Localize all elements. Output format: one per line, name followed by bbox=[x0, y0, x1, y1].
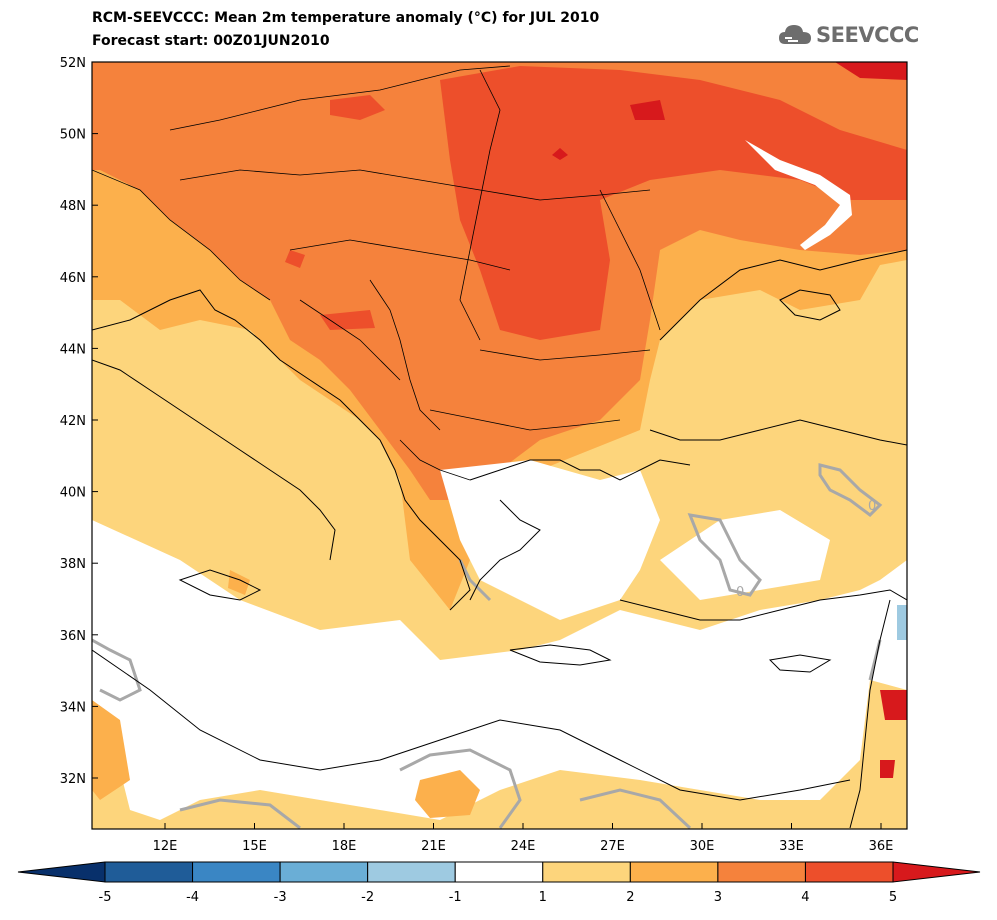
lat-tick-label: 36N bbox=[60, 629, 86, 644]
lon-tick-label: 21E bbox=[421, 839, 446, 854]
lon-tick-label: 12E bbox=[153, 839, 178, 854]
colorbar-tick-label: -4 bbox=[186, 890, 199, 905]
colorbar-segment bbox=[542, 861, 631, 883]
logo-text: SEEVCCC bbox=[816, 23, 919, 47]
colorbar-segment bbox=[104, 861, 194, 883]
anomaly-band-near-zero bbox=[92, 460, 907, 820]
contour-label: 0 bbox=[736, 585, 744, 600]
forecast-start-label: Forecast start: 00Z01JUN2010 bbox=[92, 33, 330, 49]
contour-label: 0 bbox=[868, 499, 876, 514]
anomaly-patch-africa bbox=[92, 570, 480, 818]
colorbar-tick-label: 1 bbox=[539, 890, 547, 905]
colorbar-tick-label: -3 bbox=[274, 890, 287, 905]
lat-tick-label: 46N bbox=[60, 271, 86, 286]
colorbar: -5 -4 -3 -2 -1 1 2 3 4 5 bbox=[17, 861, 981, 905]
colorbar-arrow-right bbox=[892, 861, 981, 883]
colorbar-tick-label: 3 bbox=[714, 890, 722, 905]
lat-tick-label: 38N bbox=[60, 557, 86, 572]
map-frame bbox=[91, 61, 908, 830]
lat-tick-label: 52N bbox=[60, 56, 86, 71]
zero-contours bbox=[92, 463, 883, 829]
colorbar-segment bbox=[804, 861, 894, 883]
lat-tick-label: 32N bbox=[60, 772, 86, 787]
anomaly-band-minus-1-2 bbox=[897, 605, 907, 640]
river-mask bbox=[745, 140, 852, 250]
lat-tick-label: 48N bbox=[60, 199, 86, 214]
anomaly-field: 0 0 bbox=[92, 62, 907, 829]
lon-tick-label: 18E bbox=[332, 839, 357, 854]
lon-tick-label: 30E bbox=[690, 839, 715, 854]
colorbar-segment bbox=[629, 861, 719, 883]
coastlines bbox=[92, 65, 907, 829]
cloud-icon bbox=[779, 25, 811, 44]
map-title: RCM-SEEVCCC: Mean 2m temperature anomaly… bbox=[92, 10, 600, 26]
colorbar-tick-label: 5 bbox=[889, 890, 897, 905]
seevccc-logo: SEEVCCC bbox=[778, 22, 919, 48]
colorbar-tick-label: 4 bbox=[801, 890, 809, 905]
lon-tick-label: 33E bbox=[779, 839, 804, 854]
lat-tick-label: 50N bbox=[60, 128, 86, 143]
lon-tick-label: 27E bbox=[600, 839, 625, 854]
lon-tick-label: 15E bbox=[242, 839, 267, 854]
lat-tick-label: 42N bbox=[60, 414, 86, 429]
lat-tick-label: 44N bbox=[60, 342, 86, 357]
latitude-axis: 52N 50N 48N 46N 44N 42N 40N 38N 36N 34N 32N bbox=[60, 56, 98, 787]
longitude-axis: 12E 15E 18E 21E 24E 27E 30E 33E 36E bbox=[153, 823, 894, 854]
colorbar-segment bbox=[192, 861, 281, 883]
colorbar-segment bbox=[454, 861, 544, 883]
colorbar-tick-label: -2 bbox=[361, 890, 374, 905]
colorbar-arrow-left bbox=[17, 861, 106, 883]
colorbar-segment bbox=[367, 861, 456, 883]
lon-tick-label: 24E bbox=[511, 839, 536, 854]
colorbar-tick-label: -5 bbox=[99, 890, 112, 905]
colorbar-segment bbox=[717, 861, 806, 883]
anomaly-band-4-5 bbox=[285, 66, 907, 340]
colorbar-tick-label: 2 bbox=[626, 890, 634, 905]
lat-tick-label: 34N bbox=[60, 700, 86, 715]
lat-tick-label: 40N bbox=[60, 486, 86, 501]
colorbar-segment bbox=[279, 861, 369, 883]
lon-tick-label: 36E bbox=[869, 839, 894, 854]
colorbar-tick-label: -1 bbox=[449, 890, 462, 905]
